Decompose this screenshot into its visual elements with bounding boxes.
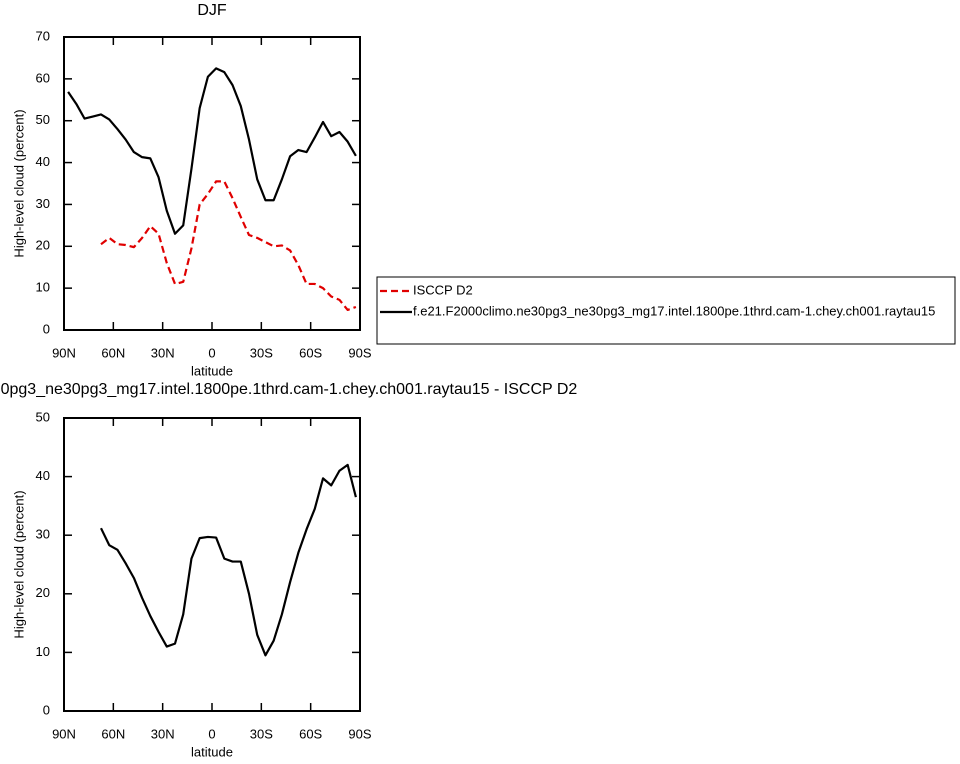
- x-tick-label: 30S: [250, 345, 273, 360]
- x-tick-label: 60S: [299, 345, 322, 360]
- y-tick-label: 30: [36, 196, 50, 211]
- x-axis-label: latitude: [191, 744, 233, 759]
- x-tick-label: 30S: [250, 726, 273, 741]
- x-tick-label: 0: [208, 345, 215, 360]
- x-tick-label: 0: [208, 726, 215, 741]
- data-line: [100, 180, 357, 312]
- y-tick-label: 20: [36, 585, 50, 600]
- y-tick-label: 50: [36, 409, 50, 424]
- data-line: [100, 463, 357, 657]
- plot-frame: [63, 417, 361, 712]
- x-tick-label: 30N: [151, 726, 175, 741]
- y-axis-label: High-level cloud (percent): [11, 490, 26, 638]
- x-tick-label: 60S: [299, 726, 322, 741]
- y-tick-label: 40: [36, 468, 50, 483]
- chart-title: f.e21.F2000climo.ne30pg3_ne30pg3_mg17.in…: [0, 381, 577, 398]
- y-tick-label: 0: [43, 702, 50, 717]
- x-tick-label: 90N: [52, 345, 76, 360]
- data-line: [67, 67, 357, 235]
- y-tick-label: 10: [36, 280, 50, 295]
- x-tick-label: 90N: [52, 726, 76, 741]
- x-tick-label: 60N: [101, 345, 125, 360]
- y-axis-label: High-level cloud (percent): [11, 109, 26, 257]
- x-tick-label: 30N: [151, 345, 175, 360]
- y-tick-label: 0: [43, 321, 50, 336]
- y-tick-label: 50: [36, 112, 50, 127]
- y-tick-label: 60: [36, 70, 50, 85]
- y-tick-label: 20: [36, 238, 50, 253]
- y-tick-label: 40: [36, 154, 50, 169]
- x-tick-label: 60N: [101, 726, 125, 741]
- x-tick-label: 90S: [348, 726, 371, 741]
- chart-title: DJF: [197, 2, 227, 19]
- legend-label: f.e21.F2000climo.ne30pg3_ne30pg3_mg17.in…: [413, 303, 935, 318]
- x-tick-label: 90S: [348, 345, 371, 360]
- y-tick-label: 30: [36, 527, 50, 542]
- y-tick-label: 70: [36, 28, 50, 43]
- legend-box: [376, 276, 956, 345]
- x-axis-label: latitude: [191, 363, 233, 378]
- legend-label: ISCCP D2: [413, 282, 473, 297]
- plot-frame: [63, 36, 361, 331]
- y-tick-label: 10: [36, 644, 50, 659]
